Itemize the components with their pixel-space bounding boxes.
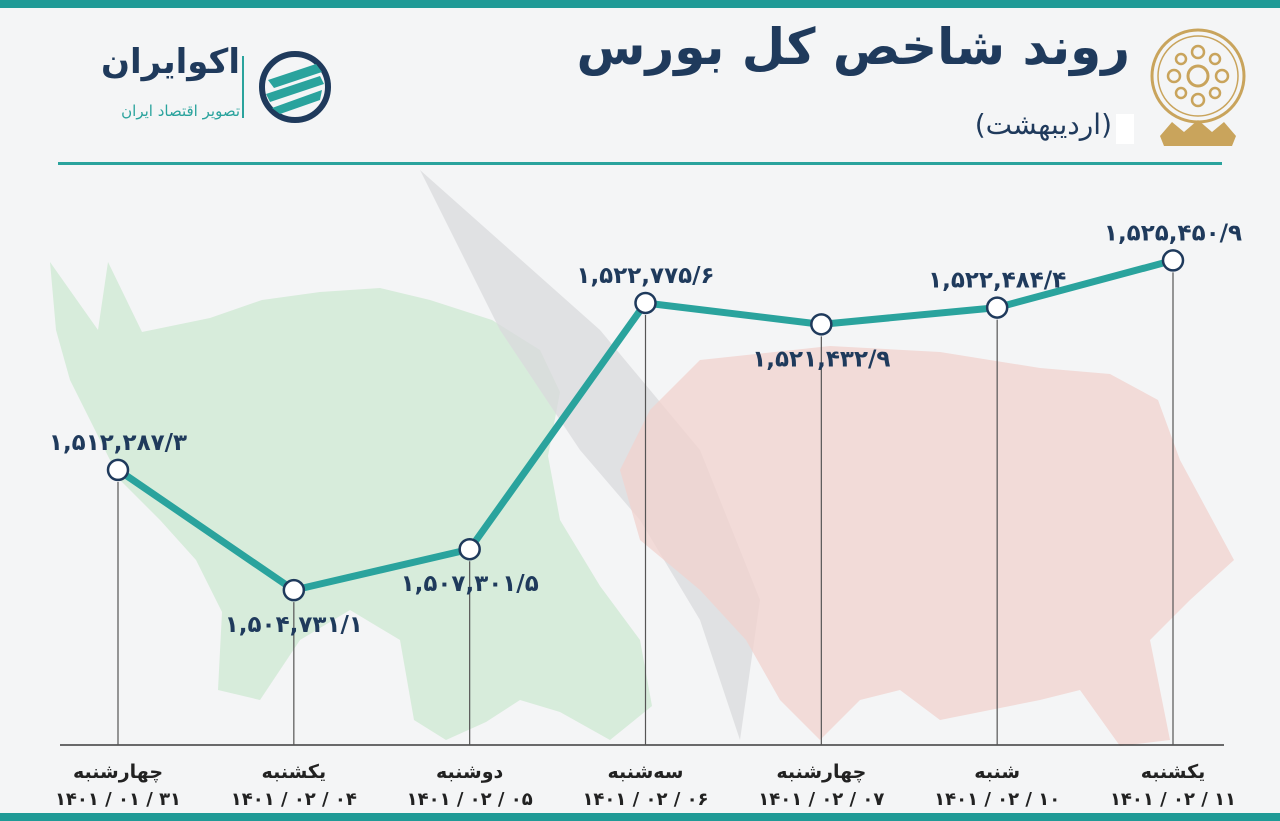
data-point — [634, 291, 657, 315]
x-tick-date: ۱۴۰۱ / ۰۲ / ۱۱ — [1110, 789, 1236, 810]
data-point — [810, 313, 833, 336]
brand-name: اکوایران — [101, 42, 240, 82]
value-label: ۱,۵۰۴,۷۳۱/۱ — [225, 612, 363, 638]
x-tick-date: ۱۴۰۱ / ۰۲ / ۱۰ — [934, 789, 1060, 810]
subtitle-box — [1116, 114, 1134, 144]
brand-logo: اکوایران تصویر اقتصاد ایران — [58, 42, 348, 142]
data-point — [106, 458, 130, 482]
brand-separator — [242, 56, 244, 118]
value-labels: ۱,۵۱۲,۲۸۷/۳ ۱,۵۰۴,۷۳۱/۱ ۱,۵۰۷,۳۰۱/۵ ۱,۵۲۲,۷… — [49, 220, 1242, 638]
x-tick-labels: چهارشنبه ۱۴۰۱ / ۰۱ / ۳۱ یکشنبه ۱۴۰۱ / ۰۲ / … — [55, 761, 1236, 810]
background-illustration — [50, 170, 1234, 746]
x-tick-day: چهارشنبه — [776, 761, 866, 783]
data-point — [1161, 249, 1185, 272]
x-tick-day: چهارشنبه — [73, 761, 163, 783]
x-tick-day: دوشنبه — [436, 761, 504, 783]
data-points — [106, 249, 1185, 602]
data-point — [282, 578, 306, 602]
page-title: روند شاخص کل بورس — [576, 18, 1130, 76]
value-label: ۱,۵۲۲,۴۸۴/۴ — [928, 268, 1066, 294]
value-label: ۱,۵۲۲,۷۷۵/۶ — [576, 263, 714, 289]
x-tick-day: یکشنبه — [262, 761, 327, 783]
value-label: ۱,۵۱۲,۲۸۷/۳ — [49, 430, 187, 456]
brand-mark-icon — [259, 51, 331, 123]
bottom-frame-bar — [0, 813, 1280, 821]
exchange-seal-icon — [1150, 28, 1246, 146]
data-point — [985, 296, 1009, 319]
brand-tagline: تصویر اقتصاد ایران — [121, 102, 240, 120]
bear-silhouette — [620, 346, 1234, 746]
x-tick-date: ۱۴۰۱ / ۰۲ / ۰۴ — [231, 789, 357, 810]
x-tick-date: ۱۴۰۱ / ۰۲ / ۰۷ — [758, 789, 884, 810]
drop-lines — [117, 272, 1174, 745]
data-point — [458, 537, 481, 561]
header-divider — [58, 162, 1222, 165]
x-tick-date: ۱۴۰۱ / ۰۲ / ۰۵ — [407, 789, 533, 810]
bull-silhouette — [50, 262, 652, 740]
x-tick-date: ۱۴۰۱ / ۰۱ / ۳۱ — [55, 789, 181, 810]
x-tick-day: شنبه — [974, 761, 1020, 783]
page-subtitle: (اردیبهشت) — [974, 108, 1112, 141]
arrow-silhouette — [420, 170, 760, 740]
x-tick-date: ۱۴۰۱ / ۰۲ / ۰۶ — [582, 789, 708, 810]
x-tick-day: سه‌شنبه — [608, 761, 684, 783]
value-label: ۱,۵۰۷,۳۰۱/۵ — [401, 571, 539, 597]
value-label: ۱,۵۲۵,۴۵۰/۹ — [1104, 220, 1242, 246]
x-tick-day: یکشنبه — [1141, 761, 1206, 783]
value-label: ۱,۵۲۱,۴۳۲/۹ — [752, 346, 890, 372]
top-frame-bar — [0, 0, 1280, 8]
